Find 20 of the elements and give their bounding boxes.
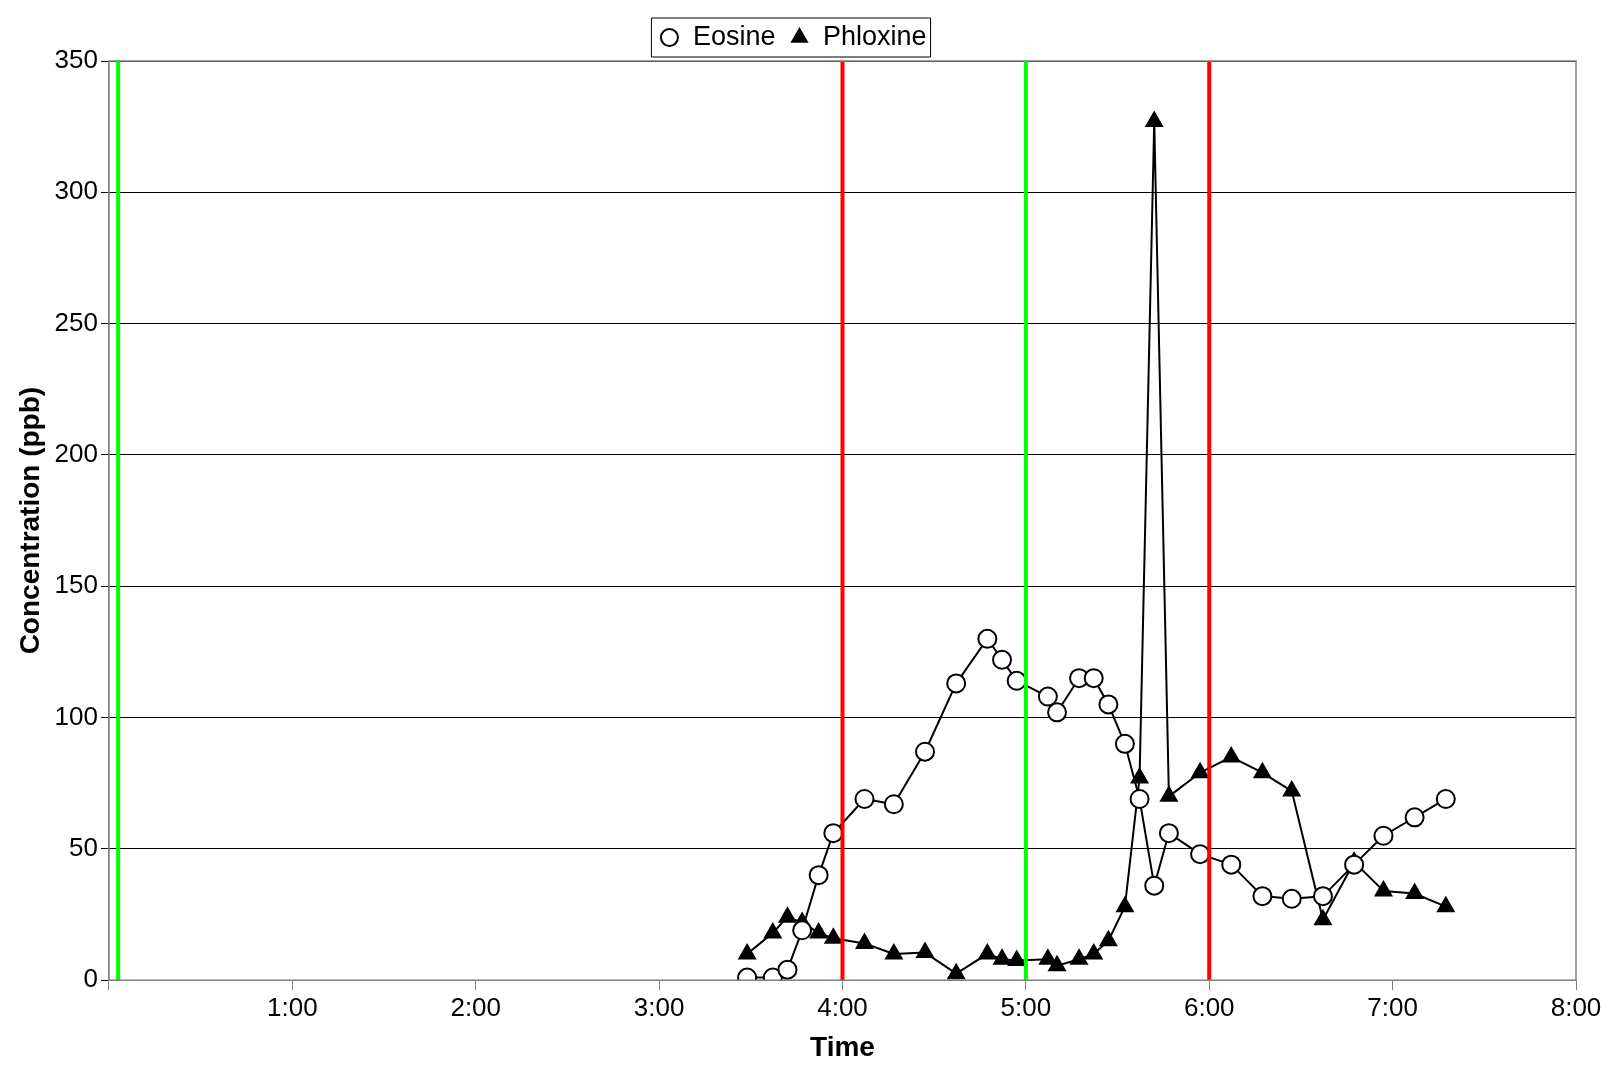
y-tick-label: 250: [54, 306, 98, 337]
y-tick-label: 350: [54, 44, 98, 75]
y-tick-label: 200: [54, 438, 98, 469]
x-tick-label: 6:00: [1183, 991, 1235, 1022]
x-tick-label: 7:00: [1367, 991, 1418, 1022]
x-tick-label: 8:00: [1550, 991, 1602, 1022]
y-tick-label: 0: [83, 963, 98, 994]
y-tick-label: 150: [54, 569, 98, 600]
y-tick-label: 100: [54, 700, 98, 731]
x-tick-label: 4:00: [817, 991, 868, 1022]
y-tick-label: 300: [54, 175, 98, 206]
y-tick-label: 50: [69, 832, 98, 863]
x-tick-label: 2:00: [450, 991, 502, 1022]
x-tick-label: 3:00: [633, 991, 685, 1022]
legend-label: Phloxine: [822, 20, 927, 51]
x-tick-label: 5:00: [1000, 991, 1052, 1022]
legend-label: Eosine: [692, 20, 776, 51]
x-tick-label: 1:00: [267, 991, 318, 1022]
y-axis-title: Concentration (ppb): [13, 386, 45, 655]
x-axis-title: Time: [810, 1030, 875, 1062]
